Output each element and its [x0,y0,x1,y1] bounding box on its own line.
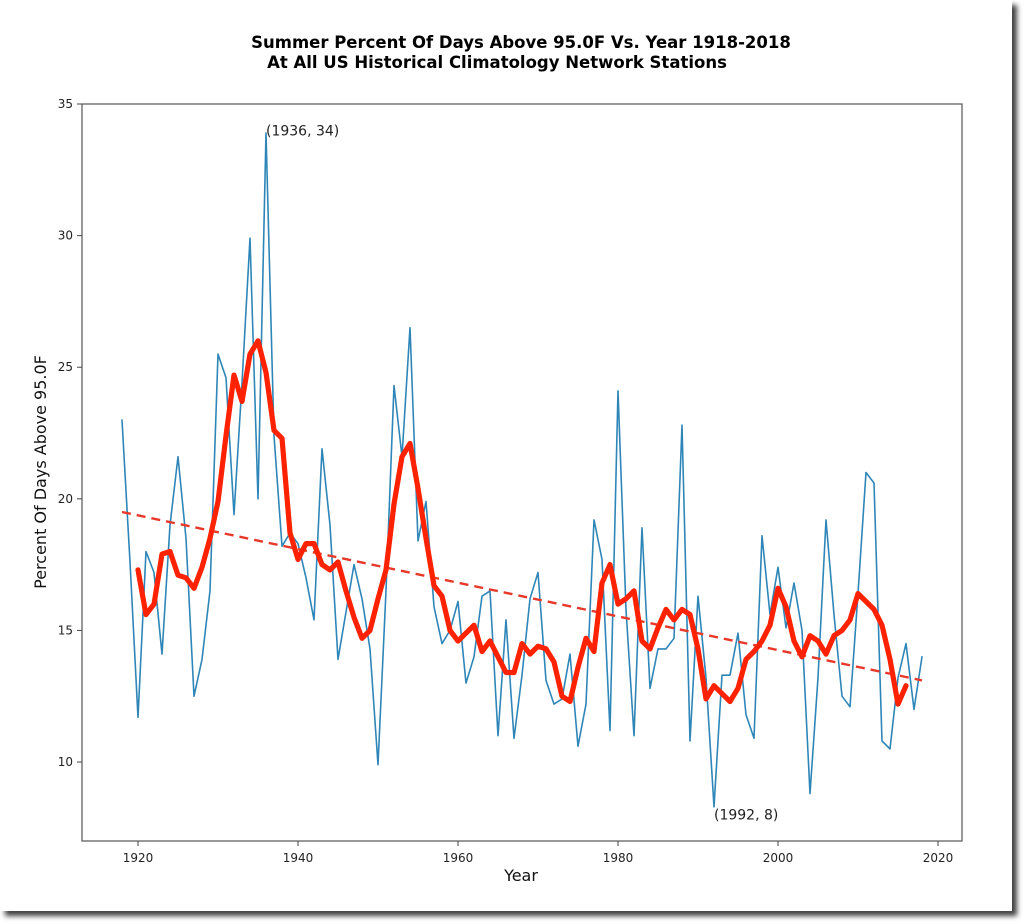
chart-title: Summer Percent Of Days Above 95.0F Vs. Y… [251,33,791,52]
x-tick-label: 2020 [923,851,954,865]
y-axis-label: Percent Of Days Above 95.0F [31,355,50,589]
y-tick-label: 25 [58,360,73,374]
annotation-label: (1992, 8) [714,808,778,824]
chart-subtitle: At All US Historical Climatology Network… [267,53,727,72]
y-tick-label: 30 [58,229,73,243]
plot-area [121,132,923,808]
x-tick-label: 2000 [763,851,794,865]
figure-card [0,0,1012,911]
x-axis-label: Year [503,866,538,885]
y-tick-label: 10 [58,755,73,769]
series-line-linear-trend [121,510,923,682]
series-line-running-mean [135,338,909,707]
x-tick-label: 1940 [283,851,314,865]
x-axis: 1920 1940 1960 1980 2000 2020 [123,841,954,865]
x-tick-label: 1960 [443,851,474,865]
annotations: (1936, 34) (1992, 8) [266,123,778,823]
x-tick-label: 1920 [123,851,154,865]
y-tick-label: 20 [58,492,73,506]
x-tick-label: 1980 [603,851,634,865]
plot-frame [81,103,963,842]
annotation-label: (1936, 34) [266,123,339,139]
series-line-annual-percent [121,132,923,808]
y-tick-label: 15 [58,623,73,637]
y-axis: 10 15 20 25 30 35 [58,97,82,769]
y-tick-label: 35 [58,97,73,111]
